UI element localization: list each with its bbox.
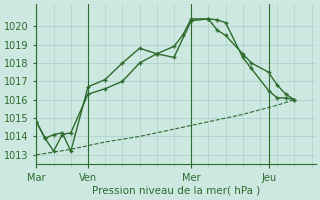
X-axis label: Pression niveau de la mer( hPa ): Pression niveau de la mer( hPa ) [92,186,260,196]
